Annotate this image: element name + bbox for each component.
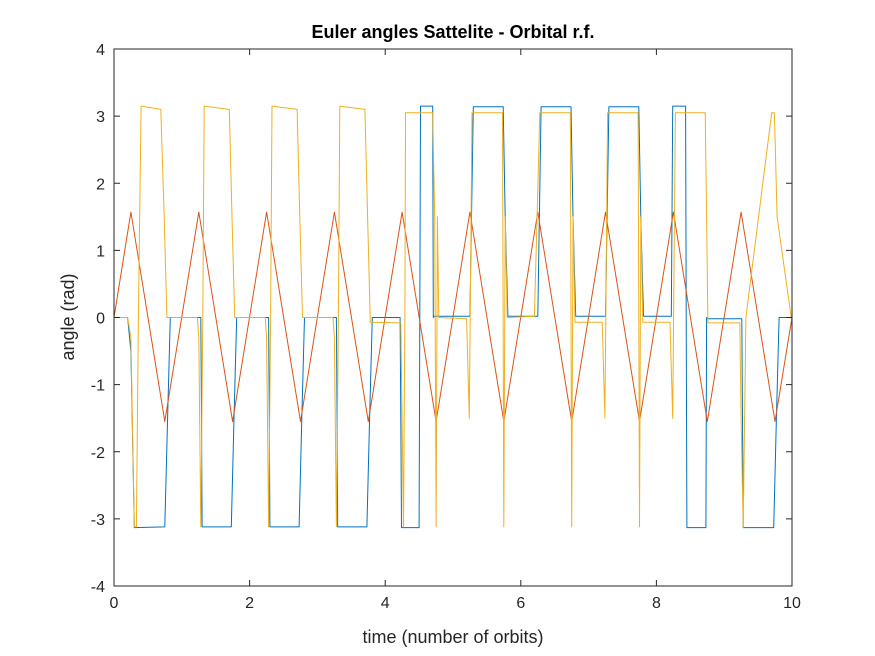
y-tick-label: 3 [96, 109, 105, 126]
y-tick-label: -3 [91, 512, 105, 529]
y-axis-label: angle (rad) [58, 273, 78, 360]
ticks-layer: 0 2 4 6 8 10 -4 -3 -2 -1 0 1 2 3 4 [91, 42, 801, 612]
y-tick-label: -1 [91, 378, 105, 395]
x-tick-label: 6 [516, 595, 525, 612]
series-line-1 [114, 105, 792, 529]
y-tick-label: 2 [96, 176, 105, 193]
x-tick-label: 8 [652, 595, 661, 612]
y-tick-label: -4 [91, 579, 105, 596]
x-tick-label: 2 [245, 595, 254, 612]
x-tick-label: 0 [110, 595, 119, 612]
y-tick-label: 0 [96, 311, 105, 328]
x-axis-label: time (number of orbits) [362, 627, 543, 647]
y-tick-label: -2 [91, 445, 105, 462]
x-tick-label: 10 [783, 595, 801, 612]
series-line-3 [114, 105, 793, 529]
chart-title: Euler angles Sattelite - Orbital r.f. [311, 22, 594, 42]
y-tick-label: 1 [96, 243, 105, 260]
y-tick-label: 4 [96, 42, 105, 59]
series-layer [113, 105, 793, 529]
x-tick-label: 4 [381, 595, 390, 612]
series-line-2 [113, 211, 793, 422]
